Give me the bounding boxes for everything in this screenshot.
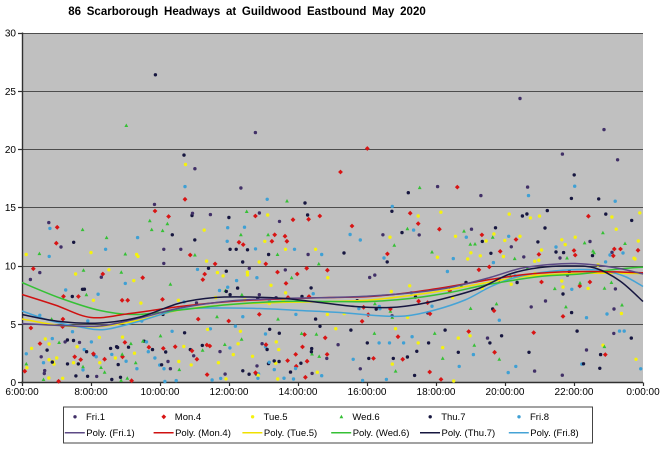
svg-text:Poly. (Fri.1): Poly. (Fri.1)	[86, 428, 134, 439]
svg-text:10: 10	[5, 262, 17, 273]
svg-text:Wed.6: Wed.6	[352, 412, 379, 423]
svg-text:15: 15	[5, 203, 17, 214]
svg-text:8:00:00: 8:00:00	[74, 387, 108, 398]
svg-text:0:00:00: 0:00:00	[626, 387, 660, 398]
svg-text:Fri.8: Fri.8	[530, 412, 549, 423]
svg-text:Poly. (Fri.8): Poly. (Fri.8)	[530, 428, 578, 439]
svg-text:Tue.5: Tue.5	[264, 412, 288, 423]
svg-text:10:00:00: 10:00:00	[141, 387, 180, 398]
svg-text:0: 0	[10, 378, 16, 389]
svg-text:6:00:00: 6:00:00	[5, 387, 39, 398]
svg-text:Poly. (Thu.7): Poly. (Thu.7)	[442, 428, 496, 439]
svg-text:16:00:00: 16:00:00	[348, 387, 387, 398]
svg-text:18:00:00: 18:00:00	[417, 387, 456, 398]
svg-text:30: 30	[5, 29, 17, 40]
svg-text:Fri.1: Fri.1	[86, 412, 105, 423]
svg-text:25: 25	[5, 87, 17, 98]
svg-text:Poly. (Mon.4): Poly. (Mon.4)	[175, 428, 231, 439]
svg-text:Mon.4: Mon.4	[175, 412, 201, 423]
svg-text:20:00:00: 20:00:00	[486, 387, 525, 398]
svg-text:12:00:00: 12:00:00	[210, 387, 249, 398]
svg-text:14:00:00: 14:00:00	[279, 387, 318, 398]
svg-text:Thu.7: Thu.7	[441, 412, 465, 423]
svg-text:22:00:00: 22:00:00	[555, 387, 594, 398]
svg-text:Poly. (Wed.6): Poly. (Wed.6)	[353, 428, 410, 439]
svg-text:20: 20	[5, 145, 17, 156]
svg-text:86 Scarborough Headways at Gui: 86 Scarborough Headways at Guildwood Eas…	[68, 6, 425, 18]
svg-text:5: 5	[10, 320, 16, 331]
svg-text:Poly. (Tue.5): Poly. (Tue.5)	[264, 428, 317, 439]
